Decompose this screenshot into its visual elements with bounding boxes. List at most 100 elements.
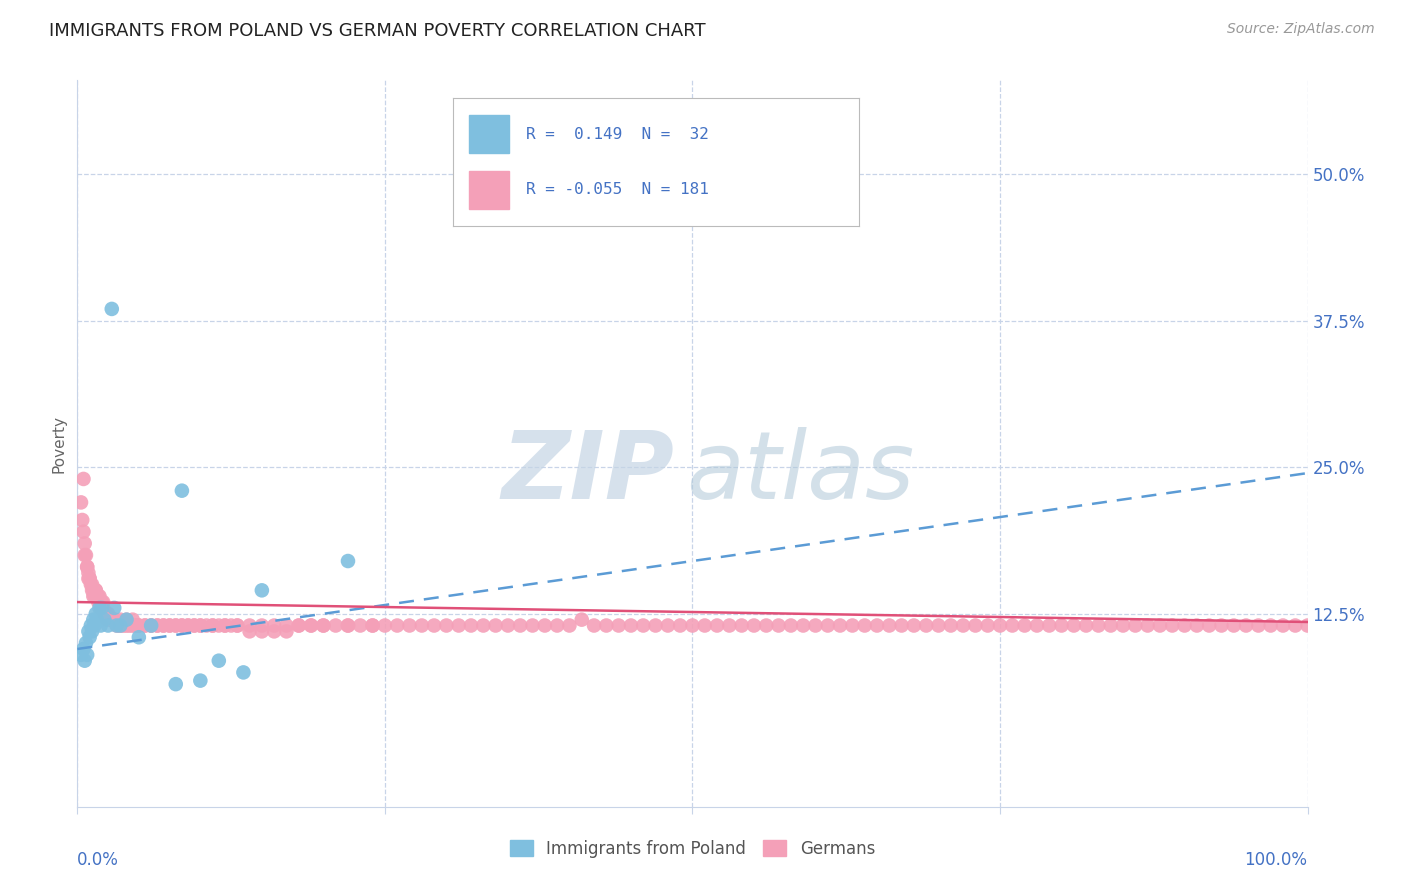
Point [134,618,156,632]
Point [755,618,778,632]
Point [1185,618,1208,632]
Point [1001,618,1024,632]
Point [1296,618,1319,632]
Point [70,648,93,662]
Point [337,618,360,632]
Point [190,618,212,632]
Point [190,618,212,632]
Legend: Immigrants from Poland, Germans: Immigrants from Poland, Germans [503,833,882,864]
Point [82,613,104,627]
Point [89,589,111,603]
Point [792,618,814,632]
Point [76,560,98,574]
Point [780,618,803,632]
Point [1174,618,1197,632]
Point [77,572,100,586]
Point [1014,618,1036,632]
Point [101,613,124,627]
Point [447,618,470,632]
Point [522,618,544,632]
Point [509,618,531,632]
Point [988,618,1011,632]
Point [928,618,950,632]
Point [75,636,97,650]
Point [337,618,360,632]
Point [706,618,728,632]
Point [170,618,193,632]
Point [103,613,125,627]
Point [91,595,114,609]
Point [903,618,925,632]
Point [170,483,193,498]
Point [83,589,105,603]
Point [75,548,97,562]
Point [1223,618,1246,632]
Point [105,618,128,632]
Point [1247,618,1270,632]
Point [89,595,111,609]
Point [108,618,131,632]
Text: Source: ZipAtlas.com: Source: ZipAtlas.com [1227,22,1375,37]
Point [141,618,163,632]
Point [72,524,94,539]
Point [80,577,103,591]
Point [1063,618,1085,632]
Point [82,589,104,603]
Point [170,618,193,632]
Point [571,613,593,627]
Point [134,618,156,632]
Point [195,618,218,632]
Point [98,613,121,627]
Point [817,618,839,632]
Point [128,618,150,632]
Point [1087,618,1109,632]
Point [152,618,174,632]
Point [76,560,98,574]
Point [70,495,93,509]
Point [86,589,108,603]
Point [607,618,630,632]
Point [939,618,962,632]
Point [208,654,231,668]
Point [1284,618,1306,632]
Point [201,618,224,632]
Point [804,618,827,632]
Point [1112,618,1135,632]
Point [485,618,508,632]
Point [693,618,716,632]
Text: 100.0%: 100.0% [1244,851,1308,869]
Point [299,618,322,632]
Point [165,618,187,632]
Point [841,618,863,632]
Point [1211,618,1233,632]
Point [122,618,145,632]
Point [214,618,236,632]
Point [682,618,704,632]
Point [595,618,617,632]
Point [226,618,249,632]
Point [472,618,495,632]
Text: IMMIGRANTS FROM POLAND VS GERMAN POVERTY CORRELATION CHART: IMMIGRANTS FROM POLAND VS GERMAN POVERTY… [49,22,706,40]
Point [77,566,100,580]
Point [103,613,125,627]
Point [84,607,107,621]
Point [110,613,132,627]
Point [250,624,273,639]
Point [1198,618,1220,632]
Point [159,618,181,632]
Point [276,618,298,632]
Point [977,618,1000,632]
Point [86,613,108,627]
Point [105,618,128,632]
Point [90,601,114,615]
Point [411,618,433,632]
Point [361,618,384,632]
Point [128,618,150,632]
Point [1125,618,1147,632]
Point [115,618,138,632]
Point [73,548,96,562]
Point [152,618,174,632]
Point [97,618,120,632]
Text: ZIP: ZIP [501,427,673,519]
Point [90,601,114,615]
